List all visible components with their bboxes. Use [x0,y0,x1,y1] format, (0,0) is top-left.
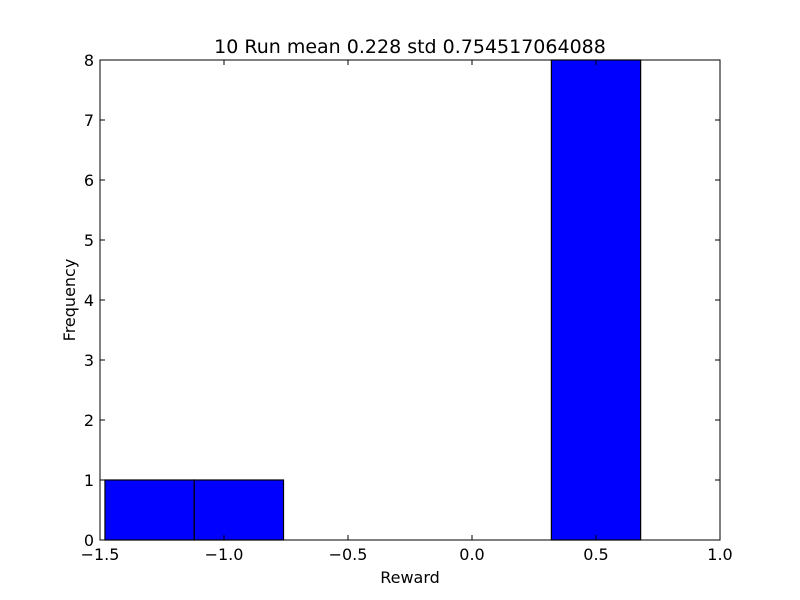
x-tick-label: −1.5 [81,545,120,564]
histogram-bar [104,479,195,541]
y-tick-label: 1 [84,471,94,490]
x-axis: −1.5 −1.0 −0.5 0.0 0.5 1.0 [81,60,733,564]
x-tick-label: 1.0 [707,545,732,564]
bars-group [104,59,642,541]
histogram-bar [550,59,642,541]
x-tick-label: 0.5 [583,545,608,564]
y-tick-label: 4 [84,291,94,310]
y-axis: 0 1 2 3 4 5 6 7 8 [84,51,720,550]
y-tick-label: 0 [84,531,94,550]
y-tick-label: 5 [84,231,94,250]
y-axis-label: Frequency [60,259,79,342]
x-tick-label: −1.0 [205,545,244,564]
chart-title: 10 Run mean 0.228 std 0.754517064088 [214,36,606,58]
y-tick-label: 3 [84,351,94,370]
histogram-bar [193,479,285,541]
x-axis-label: Reward [380,568,440,587]
y-tick-label: 2 [84,411,94,430]
x-tick-label: 0.0 [459,545,484,564]
y-tick-label: 6 [84,171,94,190]
y-tick-label: 8 [84,51,94,70]
y-tick-label: 7 [84,111,94,130]
x-tick-label: −0.5 [329,545,368,564]
